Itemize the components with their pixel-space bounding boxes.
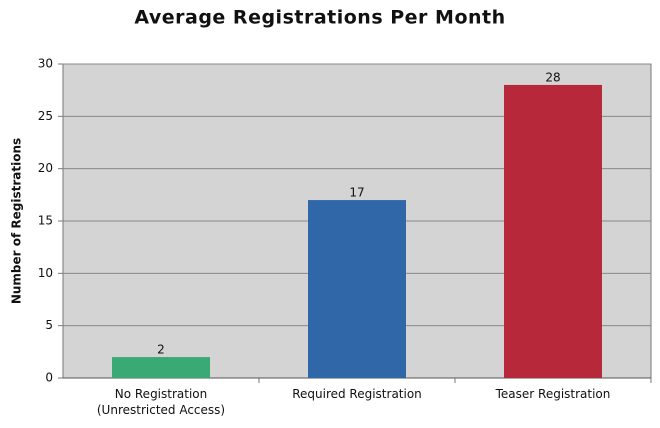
y-tick-label: 5 xyxy=(45,318,53,332)
y-tick-label: 10 xyxy=(38,266,53,280)
y-tick-label: 20 xyxy=(38,161,53,175)
y-tick-label: 0 xyxy=(45,371,53,385)
data-label: 2 xyxy=(157,343,165,357)
bar xyxy=(308,200,406,378)
y-tick-label: 25 xyxy=(38,109,53,123)
bar xyxy=(112,357,210,378)
x-tick-label: Teaser Registration xyxy=(495,387,611,401)
data-label: 17 xyxy=(349,186,364,200)
y-tick-label: 15 xyxy=(38,214,53,228)
x-tick-label: No Registration (Unrestricted Access) xyxy=(96,387,226,417)
x-tick-label: Required Registration xyxy=(292,387,422,401)
chart-title: Average Registrations Per Month xyxy=(134,7,505,29)
bar xyxy=(504,84,602,378)
y-axis-label: Number of Registrations xyxy=(10,138,24,304)
y-tick-label: 30 xyxy=(38,57,53,71)
data-label: 28 xyxy=(545,70,560,84)
